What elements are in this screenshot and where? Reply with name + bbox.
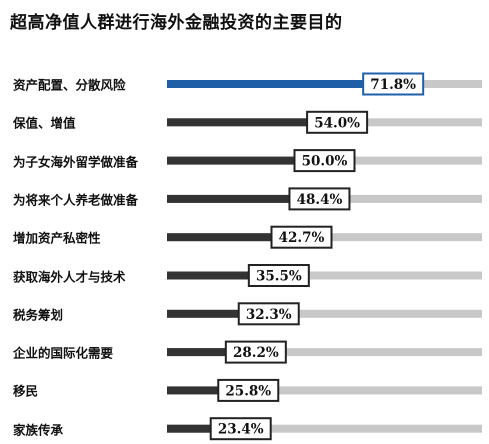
bar-track: [167, 309, 482, 318]
bar-track: [167, 271, 482, 280]
value-label-box: [270, 225, 333, 249]
bar: [167, 424, 241, 433]
category-label: 家族传承: [13, 422, 64, 438]
bar: [167, 194, 320, 203]
category-label: 增加资产私密性: [13, 230, 101, 246]
value-label-box: [247, 264, 310, 287]
value-label: 54.0%: [314, 115, 360, 131]
bar-track: [167, 386, 482, 395]
bar: [167, 386, 249, 395]
value-label: 42.7%: [279, 230, 325, 246]
value-label-box: [306, 110, 369, 134]
category-label: 获取海外人才与技术: [13, 269, 126, 284]
value-label-box: [224, 340, 287, 364]
value-label: 50.0%: [302, 154, 348, 170]
value-label-box: [288, 187, 351, 211]
value-label-box: [362, 72, 425, 96]
bar: [167, 271, 279, 280]
category-label: 资产配置、分散风险: [13, 77, 126, 93]
value-label: 28.2%: [233, 345, 279, 361]
bar-track: [167, 424, 482, 433]
value-label-box: [217, 378, 280, 402]
chart-title: 超高净值人群进行海外金融投资的主要目的: [10, 13, 343, 33]
value-label: 71.8%: [370, 77, 416, 93]
category-label: 保值、增值: [13, 115, 76, 131]
bar-track: [167, 348, 482, 357]
category-label: 为子女海外留学做准备: [13, 154, 139, 170]
bar: [167, 118, 338, 127]
bar: [167, 156, 325, 165]
value-label-box: [209, 417, 272, 441]
value-label: 48.4%: [297, 192, 343, 208]
bar: [167, 233, 302, 242]
bar: [167, 309, 269, 318]
category-label: 企业的国际化需要: [13, 345, 114, 361]
category-label: 移民: [13, 383, 39, 399]
category-label: 为将来个人养老做准备: [13, 192, 139, 208]
category-label: 税务筹划: [13, 307, 64, 323]
value-label: 35.5%: [256, 269, 302, 285]
bar: [167, 348, 256, 357]
value-label: 32.3%: [246, 307, 292, 323]
value-label: 25.8%: [225, 383, 271, 399]
value-label-box: [237, 302, 300, 326]
bar: [167, 80, 394, 88]
value-label-box: [293, 149, 356, 173]
value-label: 23.4%: [218, 422, 264, 438]
